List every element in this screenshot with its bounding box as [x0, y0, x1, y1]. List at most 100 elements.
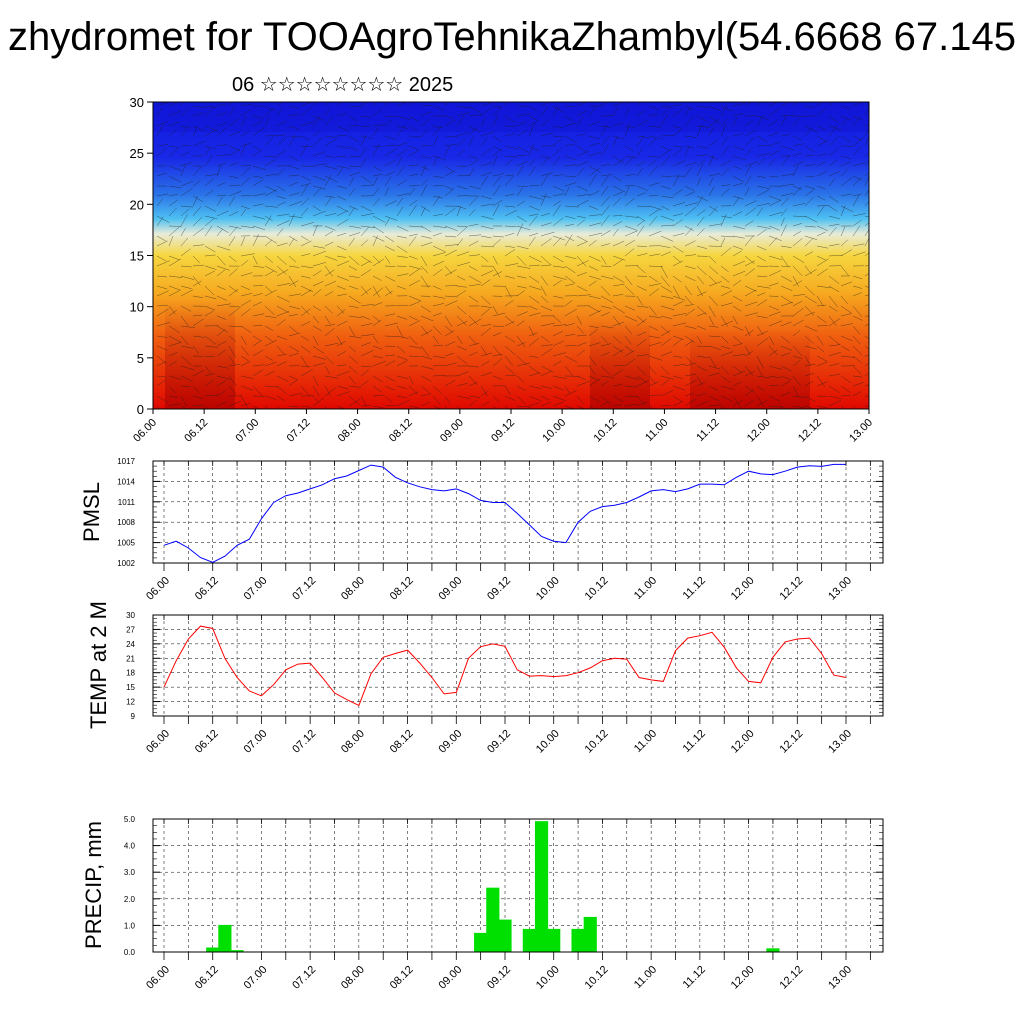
wind-barb: [348, 398, 361, 407]
temp-x-tick-label: 11.00: [632, 728, 659, 755]
wind-barb: [204, 125, 218, 132]
wind-barb: [744, 268, 756, 277]
wind-barb: [792, 115, 806, 117]
wind-barb: [744, 235, 754, 247]
wind-barb: [468, 155, 478, 159]
wind-barb: [240, 208, 247, 217]
wind-barb: [264, 315, 277, 318]
wind-barb: [828, 295, 838, 307]
wind-barb: [792, 385, 799, 397]
wind-barb: [600, 230, 611, 237]
wind-barb: [360, 134, 367, 147]
wind-barb: [204, 265, 217, 270]
wind-barb: [228, 211, 239, 217]
wind-barb: [312, 335, 319, 346]
wind-barb: [804, 335, 814, 344]
pmsl-y-tick-label: 1017: [117, 457, 135, 466]
wind-barb: [204, 373, 215, 377]
wind-barb: [384, 335, 398, 337]
temp-y-tick-label: 24: [126, 640, 135, 649]
wind-barb: [264, 405, 270, 409]
wind-barb: [228, 355, 235, 365]
wind-barb: [468, 168, 475, 177]
wind-barb: [396, 235, 407, 239]
wind-barb: [600, 395, 612, 405]
wind-barb: [336, 293, 347, 297]
wind-barb: [264, 285, 273, 293]
wind-barb: [312, 151, 326, 157]
wind-barb: [564, 265, 576, 274]
wind-barb: [252, 324, 263, 327]
wind-barb: [456, 285, 467, 288]
wind-barb: [624, 350, 635, 357]
wind-barb: [504, 233, 515, 237]
wind-barb: [624, 358, 636, 367]
wind-barb: [324, 343, 338, 347]
wind-barb: [540, 102, 550, 107]
wind-barb: [708, 355, 717, 368]
wind-barb: [168, 235, 174, 247]
pmsl-x-tick-label: 12.12: [777, 575, 805, 603]
wind-barb: [516, 355, 528, 366]
wind-barb: [816, 206, 825, 217]
wind-barb: [612, 185, 626, 193]
wind-barb: [696, 345, 710, 347]
wind-barb: [792, 405, 806, 409]
wind-barb: [528, 184, 540, 187]
wind-barb: [396, 165, 405, 177]
wind-barb: [528, 213, 539, 217]
wind-barb: [528, 332, 538, 337]
wind-barb: [672, 363, 686, 367]
wind-barb: [516, 113, 530, 117]
wind-barb: [768, 384, 779, 387]
wind-barb: [624, 107, 631, 117]
wind-barb: [852, 305, 862, 317]
wind-barb: [720, 285, 731, 289]
wind-barb: [648, 135, 662, 140]
wind-barb: [504, 365, 515, 374]
wind-barb: [732, 305, 742, 312]
wind-barb: [228, 226, 238, 237]
wind-barb: [576, 102, 586, 107]
wind-barb: [300, 275, 311, 279]
wind-barb: [348, 177, 354, 187]
wind-barb: [324, 138, 337, 147]
wind-barb: [180, 102, 184, 107]
wind-barb: [420, 164, 427, 177]
wind-barb: [264, 173, 278, 177]
wind-barb: [420, 242, 433, 247]
wind-barb: [660, 375, 674, 380]
wind-barb: [648, 405, 655, 409]
wind-barb: [276, 345, 285, 356]
wind-barb: [444, 170, 456, 177]
wind-barb: [432, 268, 443, 277]
wind-barb: [696, 285, 703, 297]
wind-barb: [384, 200, 397, 207]
wind-barb: [804, 295, 817, 304]
wind-barb: [852, 315, 863, 321]
wind-barb: [492, 173, 505, 177]
wind-barb: [252, 265, 265, 268]
wind-barb: [504, 321, 515, 327]
wind-barb: [216, 380, 227, 387]
temp-x-tick-label: 12.12: [777, 728, 805, 756]
wind-barb: [732, 165, 743, 170]
wind-barb: [408, 102, 412, 107]
wind-barb: [708, 206, 718, 217]
wind-barb: [864, 304, 869, 307]
wind-barb: [840, 193, 852, 197]
wind-barb: [696, 312, 707, 317]
wind-barb: [180, 214, 188, 227]
wind-barb: [288, 280, 299, 287]
wind-barb: [360, 135, 374, 140]
wind-barb: [540, 222, 552, 227]
wind-barb: [600, 305, 612, 309]
wind-barb: [852, 219, 862, 227]
wind-barb: [360, 205, 372, 212]
wind-barb: [540, 305, 553, 311]
wind-barb: [696, 381, 706, 387]
wind-barb: [588, 275, 601, 280]
wind-barb: [372, 176, 378, 187]
wind-barb: [156, 275, 168, 278]
